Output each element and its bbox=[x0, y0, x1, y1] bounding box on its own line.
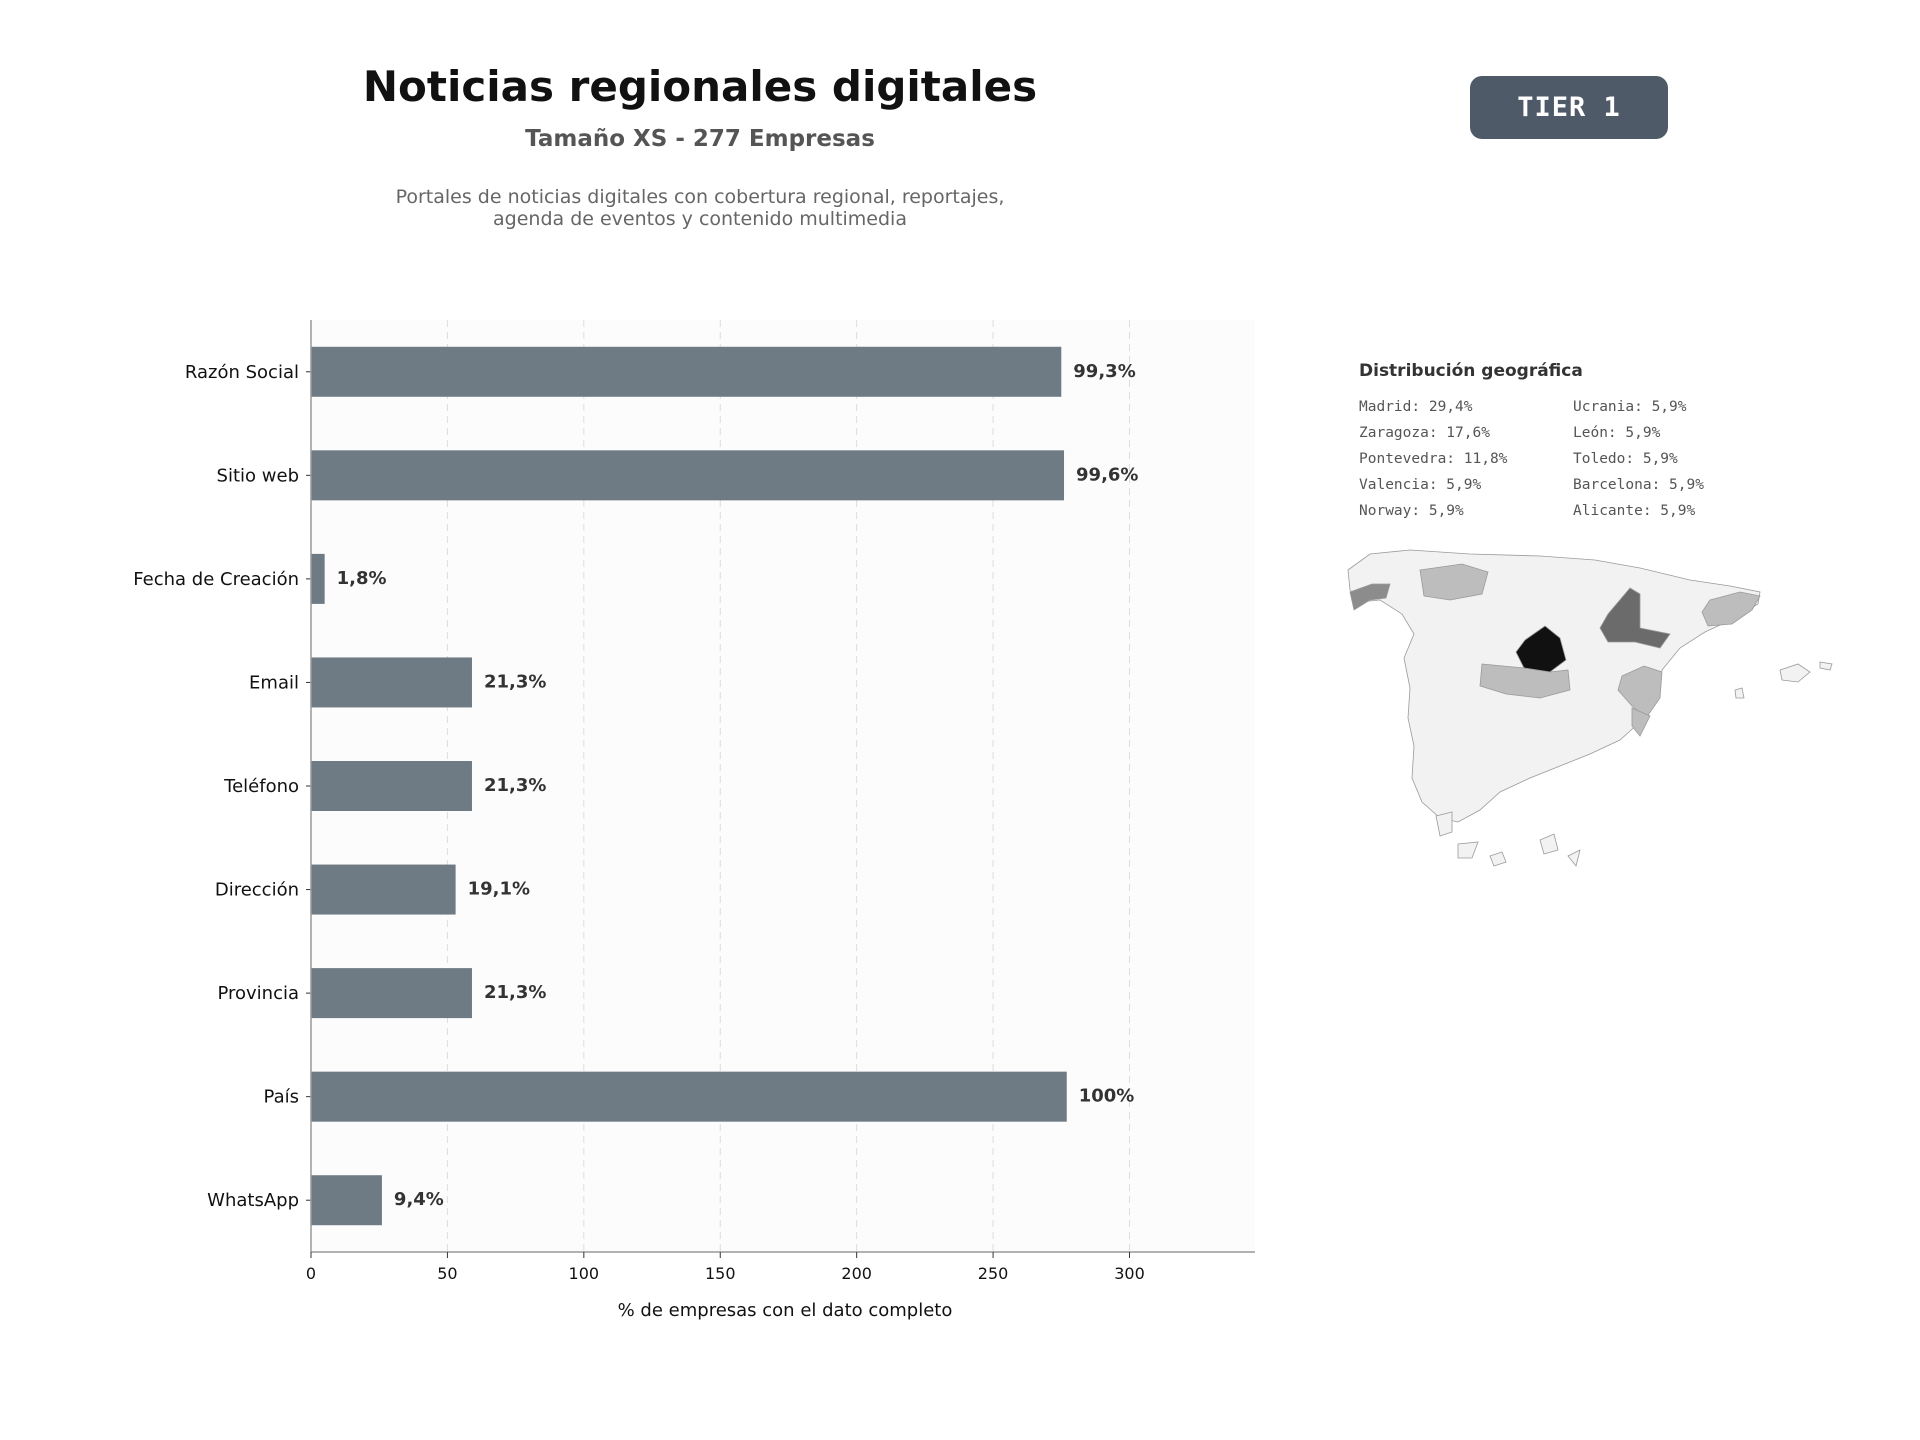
map-region-toledo bbox=[1479, 663, 1571, 699]
map-region-leon bbox=[1419, 563, 1489, 601]
map-region-valencia bbox=[1617, 665, 1663, 719]
spain-map bbox=[1347, 549, 1833, 867]
category-label: Dirección bbox=[215, 880, 299, 901]
bar bbox=[311, 761, 472, 811]
geo-item: Zaragoza: 17,6% bbox=[1359, 425, 1490, 441]
geo-item: Valencia: 5,9% bbox=[1359, 477, 1482, 493]
data-label: 21,3% bbox=[484, 982, 546, 1003]
bar bbox=[311, 346, 1062, 397]
map-island-mallorca bbox=[1779, 663, 1811, 683]
x-tick-label: 0 bbox=[306, 1264, 316, 1283]
description-line-2: agenda de eventos y contenido multimedia bbox=[493, 208, 907, 230]
map-region-alicante bbox=[1631, 707, 1651, 737]
x-tick-label: 200 bbox=[841, 1264, 872, 1283]
geo-item: Ucrania: 5,9% bbox=[1573, 399, 1687, 415]
bar bbox=[311, 450, 1065, 501]
map-island-tenerife bbox=[1539, 833, 1559, 855]
map-island-la-palma bbox=[1567, 849, 1581, 867]
data-label: 99,3% bbox=[1073, 361, 1135, 382]
geo-item: Barcelona: 5,9% bbox=[1573, 477, 1704, 493]
description-line-1: Portales de noticias digitales con cober… bbox=[395, 186, 1005, 208]
category-label: Provincia bbox=[217, 983, 299, 1004]
bar bbox=[311, 968, 472, 1019]
bar bbox=[311, 1175, 382, 1226]
geo-item: Madrid: 29,4% bbox=[1359, 399, 1473, 415]
bar bbox=[311, 864, 456, 915]
data-label: 21,3% bbox=[484, 775, 546, 796]
map-island-menorca bbox=[1819, 661, 1833, 671]
geo-title: Distribución geográfica bbox=[1359, 361, 1583, 381]
category-label: Razón Social bbox=[185, 362, 299, 383]
category-label: Sitio web bbox=[217, 465, 299, 486]
map-region-madrid bbox=[1515, 625, 1567, 673]
category-label: Email bbox=[249, 672, 299, 693]
geo-item: León: 5,9% bbox=[1573, 425, 1661, 441]
page-description: Portales de noticias digitales con cober… bbox=[160, 186, 1240, 230]
bar bbox=[311, 553, 325, 604]
data-label: 100% bbox=[1079, 1086, 1135, 1107]
x-tick-label: 250 bbox=[978, 1264, 1009, 1283]
page-title: Noticias regionales digitales bbox=[362, 62, 1038, 111]
data-label: 9,4% bbox=[394, 1189, 444, 1210]
data-label: 99,6% bbox=[1076, 464, 1138, 485]
data-label: 1,8% bbox=[337, 568, 387, 589]
x-axis-label: % de empresas con el dato completo bbox=[618, 1300, 953, 1321]
geo-item: Alicante: 5,9% bbox=[1573, 503, 1696, 519]
map-island-lanzarote bbox=[1435, 811, 1453, 837]
page-subtitle: Tamaño XS - 277 Empresas bbox=[525, 126, 875, 152]
category-label: País bbox=[264, 1087, 299, 1108]
map-layer bbox=[1347, 549, 1833, 867]
geo-item: Pontevedra: 11,8% bbox=[1359, 451, 1508, 467]
geo-item: Toledo: 5,9% bbox=[1573, 451, 1678, 467]
x-tick-label: 100 bbox=[569, 1264, 600, 1283]
x-tick-label: 300 bbox=[1114, 1264, 1145, 1283]
bar bbox=[311, 1071, 1067, 1122]
bar-chart: Razón Social 99,3% Sitio web 99,6% Fecha de … bbox=[133, 320, 1255, 1321]
data-label: 19,1% bbox=[468, 879, 530, 900]
map-region-zaragoza bbox=[1599, 587, 1671, 649]
x-tick-label: 50 bbox=[437, 1264, 457, 1283]
map-island-ibiza bbox=[1734, 687, 1745, 699]
category-label: WhatsApp bbox=[207, 1190, 299, 1211]
tier-badge: TIER 1 bbox=[1470, 76, 1668, 139]
geo-item: Norway: 5,9% bbox=[1359, 503, 1464, 519]
x-tick-label: 150 bbox=[705, 1264, 736, 1283]
map-region-barcelona bbox=[1701, 591, 1761, 627]
data-label: 21,3% bbox=[484, 671, 546, 692]
category-label: Teléfono bbox=[223, 776, 299, 797]
map-island-fuerteventura bbox=[1457, 841, 1479, 859]
category-label: Fecha de Creación bbox=[133, 569, 299, 590]
bar bbox=[311, 657, 472, 708]
geo-list: Madrid: 29,4% Ucrania: 5,9% Zaragoza: 17,6… bbox=[1359, 398, 1779, 521]
chart-layer: Razón Social 99,3% Sitio web 99,6% Fecha de … bbox=[133, 320, 1255, 1321]
map-island-gran-canaria bbox=[1489, 851, 1507, 867]
map-region-pontevedra bbox=[1349, 583, 1391, 611]
